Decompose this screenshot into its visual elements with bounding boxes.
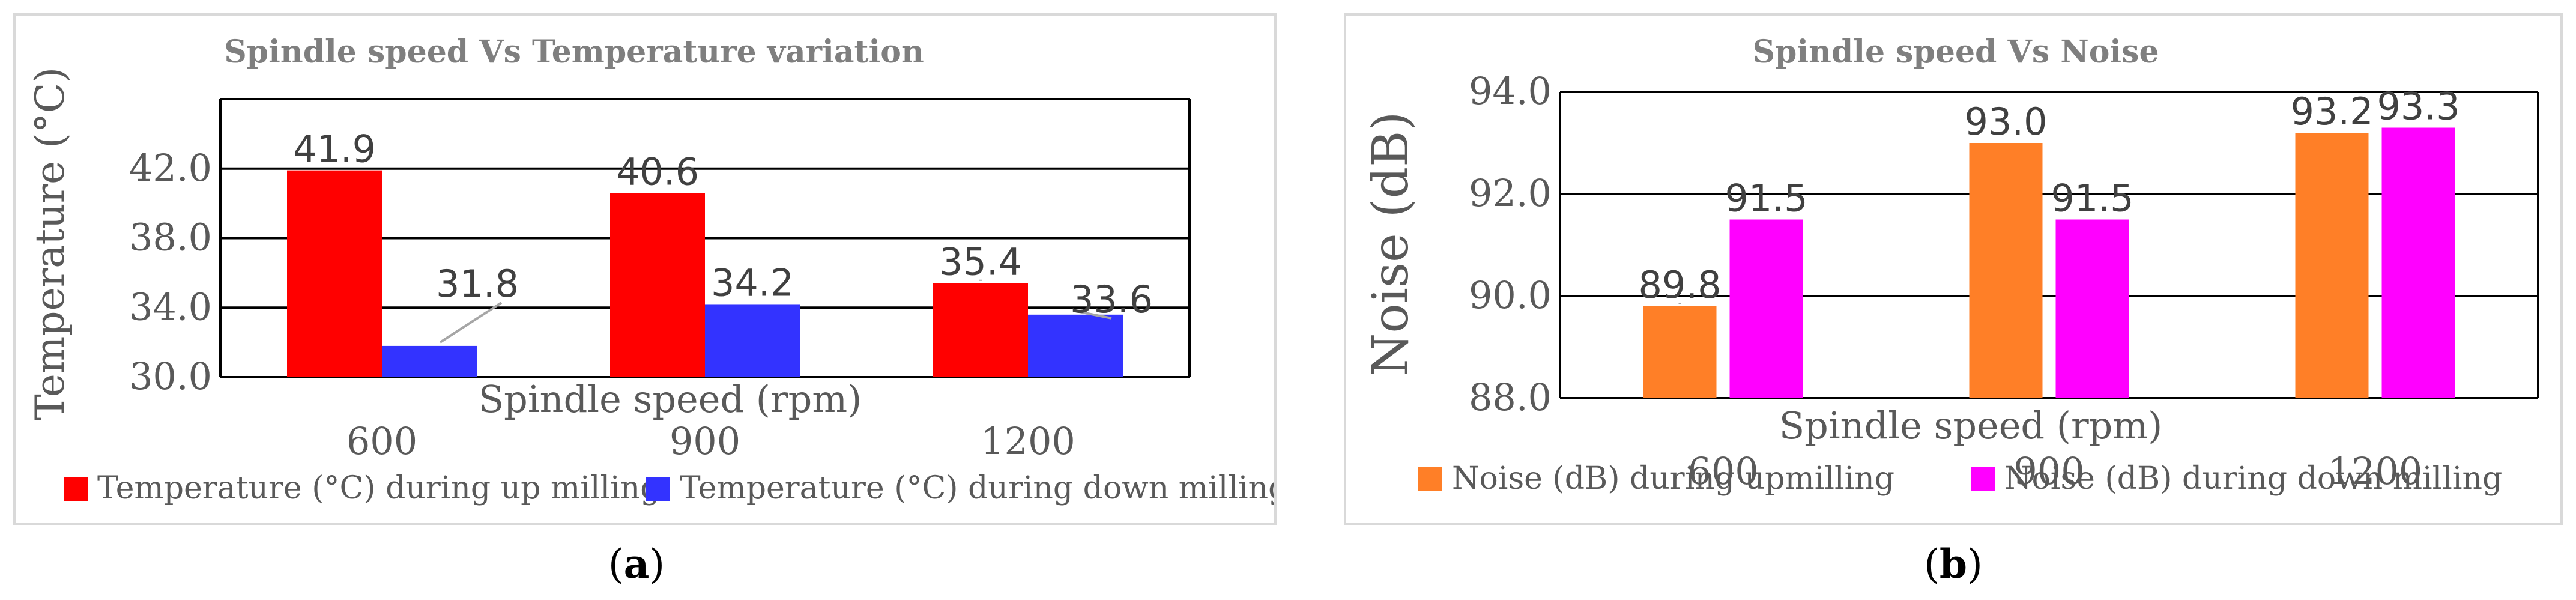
y-tick-label: 38.0 <box>129 216 212 259</box>
data-label: 41.9 <box>293 127 376 171</box>
legend-swatch <box>1971 467 1995 491</box>
caption-b: (b) <box>1924 541 1983 587</box>
x-tick-label: 900 <box>670 419 740 463</box>
legend-label: Noise (dB) during down milling <box>2004 461 2502 497</box>
y-axis-label: Noise (dB) <box>1362 112 1420 377</box>
bar <box>2381 127 2455 398</box>
data-label-leader <box>1075 309 1112 320</box>
x-tick-label: 600 <box>346 419 417 463</box>
data-label: 31.8 <box>436 262 519 306</box>
bar <box>1643 306 1717 398</box>
y-tick-label: 92.0 <box>1469 171 1552 215</box>
chart-title: Spindle speed Vs Temperature variation <box>224 34 924 70</box>
temperature-chart: Spindle speed Vs Temperature variation 30… <box>27 34 1274 506</box>
legend-swatch <box>64 477 88 501</box>
bar <box>1729 219 1803 398</box>
noise-chart: Spindle speed Vs Noise 88.0 90.0 92.0 94.0 89… <box>1362 34 2539 497</box>
legend-swatch <box>646 477 670 501</box>
y-tick-label: 34.0 <box>129 285 212 329</box>
y-axis-label: Temperature (°C) <box>27 67 73 420</box>
y-tick-label: 88.0 <box>1469 375 1552 419</box>
caption-a-letter: a <box>623 541 650 587</box>
noise-chart-panel: Spindle speed Vs Noise 88.0 90.0 92.0 94.0 89… <box>1344 13 2563 525</box>
legend-label: Noise (dB) during upmilling <box>1452 461 1894 497</box>
caption-a: (a) <box>608 541 665 587</box>
bar <box>287 170 382 377</box>
x-axis-label: Spindle speed (rpm) <box>1779 404 2163 447</box>
bar <box>705 304 800 377</box>
bar <box>610 193 705 377</box>
data-label: 93.0 <box>1964 100 2047 144</box>
legend-label: Temperature (°C) during down milling <box>680 470 1274 506</box>
data-label: 93.3 <box>2377 85 2460 129</box>
chart-title: Spindle speed Vs Noise <box>1752 34 2159 70</box>
legend-swatch <box>1418 467 1442 491</box>
bar <box>1969 143 2043 398</box>
data-label: 40.6 <box>616 150 699 193</box>
y-tick-label: 30.0 <box>129 354 212 398</box>
legend-label: Temperature (°C) during up milling <box>97 470 661 506</box>
bar <box>2055 219 2129 398</box>
x-tick-label: 900 <box>2013 449 2084 493</box>
bar <box>933 283 1028 377</box>
data-label: 34.2 <box>711 261 794 305</box>
x-tick-label: 1200 <box>981 419 1075 463</box>
data-label: 91.5 <box>2051 177 2133 220</box>
caption-b-letter: b <box>1939 541 1968 587</box>
data-label-leader <box>439 302 503 344</box>
y-tick-label: 42.0 <box>129 146 212 190</box>
temperature-chart-panel: Spindle speed Vs Temperature variation 30… <box>13 13 1277 525</box>
data-label: 35.4 <box>939 240 1022 284</box>
data-label: 89.8 <box>1638 263 1721 307</box>
y-tick-label: 94.0 <box>1469 69 1552 113</box>
bar <box>382 345 477 377</box>
x-tick-label: 600 <box>1687 449 1758 493</box>
bar <box>2295 133 2369 398</box>
data-label: 91.5 <box>1725 177 1807 220</box>
bar <box>1028 314 1123 377</box>
x-axis-label: Spindle speed (rpm) <box>479 377 862 421</box>
data-label: 33.6 <box>1070 277 1153 321</box>
data-label: 93.2 <box>2290 89 2373 133</box>
x-tick-label: 1200 <box>2328 449 2423 493</box>
y-tick-label: 90.0 <box>1469 273 1552 317</box>
